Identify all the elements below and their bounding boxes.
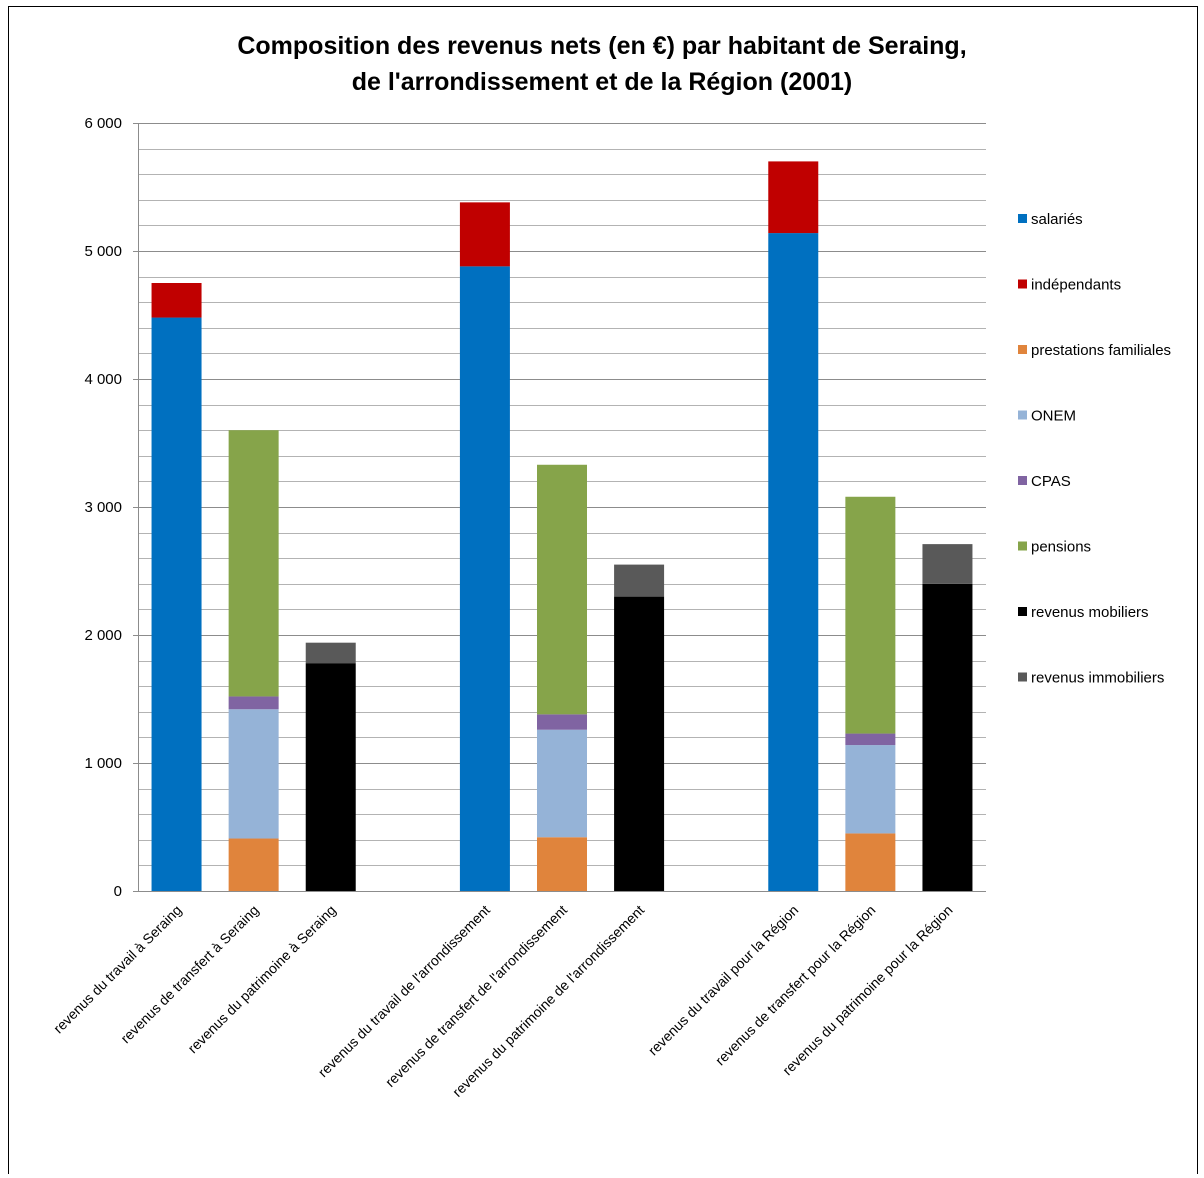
legend-swatch [1018,214,1027,223]
x-tick-label: revenus du patrimoine à Seraing [184,902,338,1056]
bar-segment [151,317,202,891]
legend-label: salariés [1031,211,1083,228]
legend-label: CPAS [1031,473,1071,490]
bar-segment [537,729,587,838]
bar-segment [768,161,819,234]
bar-segment [537,714,587,730]
legend-swatch [1018,541,1027,551]
legend-swatch [1018,476,1027,485]
bar-segment [614,596,665,891]
bar-segment [228,709,279,839]
y-tick-label: 1 000 [84,755,122,772]
legend-swatch [1018,672,1027,682]
legend-label: prestations familiales [1031,342,1171,359]
legend-label: indépendants [1031,277,1121,294]
bar-segment [922,583,973,891]
bar-segment [151,283,202,318]
y-tick-label: 6 000 [84,115,122,132]
x-tick-label: revenus du travail à Seraing [50,902,185,1037]
bar-segment [459,202,510,267]
bars [151,161,973,891]
x-tick-label: revenus de transfert à Seraing [117,902,261,1046]
bar-segment [922,544,973,584]
bar-segment [228,696,279,710]
x-tick-label: revenus du travail pour la Région [645,902,802,1059]
bar-segment [537,464,587,715]
y-tick-label: 3 000 [84,499,122,516]
legend-label: revenus mobiliers [1031,604,1149,621]
chart-title-line-2: de l'arrondissement et de la Région (200… [351,68,853,96]
bar-segment [845,745,896,834]
bar-segment [305,642,356,664]
legend-swatch [1018,607,1027,616]
legend-label: revenus immobiliers [1031,670,1164,687]
y-tick-label: 2 000 [84,627,122,644]
legend: salariés indépendants prestations familial… [1018,211,1171,687]
legend-swatch [1018,410,1027,420]
x-tick-label: revenus de transfert pour la Région [712,902,879,1069]
bar-segment [768,233,819,891]
bar-segment [845,833,896,891]
x-tick-label: revenus du travail de l'arrondissement [315,902,493,1080]
bar-segment [614,564,665,597]
x-tick-label: revenus du patrimoine pour la Région [779,902,955,1078]
bar-segment [537,837,587,891]
bar-segment [845,496,896,734]
bar-segment [845,733,896,746]
y-tick-label: 5 000 [84,243,122,260]
chart-title-line-1: Composition des revenus nets (en €) par … [237,32,967,60]
y-tick-label: 0 [114,883,122,900]
chart-title: Composition des revenus nets (en €) par … [0,28,1204,100]
legend-label: pensions [1031,539,1091,556]
legend-swatch [1018,345,1027,354]
bar-segment [228,430,279,697]
legend-label: ONEM [1031,408,1076,425]
y-tick-label: 4 000 [84,371,122,388]
bar-segment [228,838,279,891]
bar-segment [459,266,510,891]
bar-segment [305,663,356,891]
legend-swatch [1018,279,1027,289]
